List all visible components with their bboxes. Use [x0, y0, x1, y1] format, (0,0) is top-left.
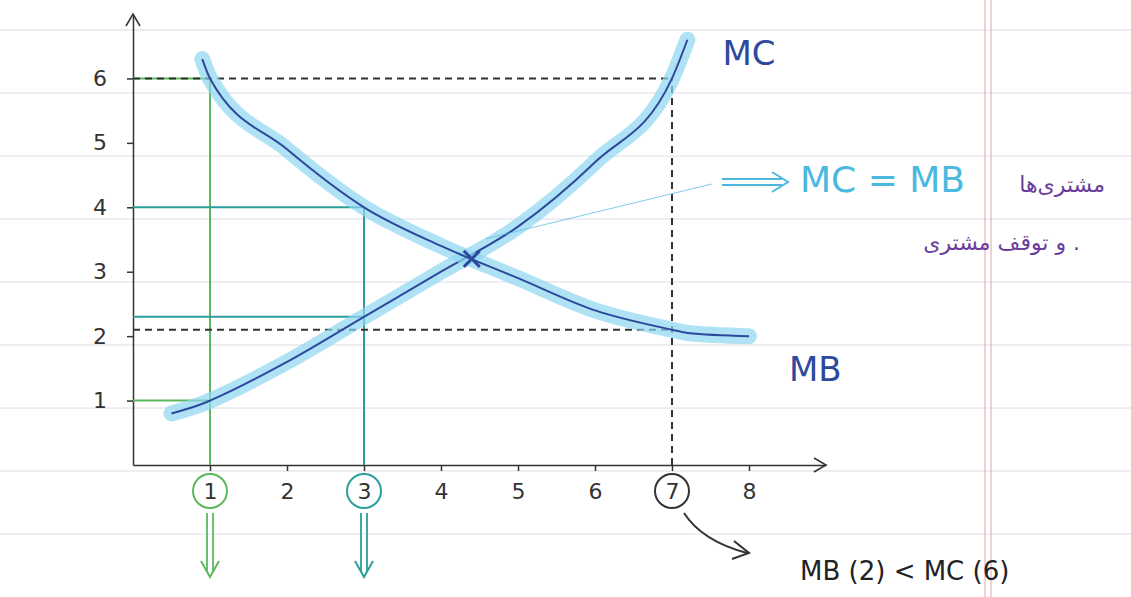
curve-highlight — [172, 40, 688, 414]
arrow — [206, 513, 208, 571]
ruled-line — [0, 534, 1131, 535]
x-tick-mark — [441, 465, 443, 471]
series-label: MC — [722, 33, 775, 73]
annotation: و توقف مشتری . — [923, 230, 1080, 255]
x-tick-mark — [595, 465, 597, 471]
y-tick-mark — [127, 143, 133, 145]
x-tick: 2 — [281, 465, 295, 504]
y-tick-label: 5 — [93, 130, 107, 155]
ruled-line — [0, 471, 1131, 472]
y-tick: 6 — [93, 66, 133, 91]
x-tick: 6 — [589, 465, 603, 504]
y-tick: 4 — [93, 195, 133, 220]
guide-horizontal — [133, 329, 672, 331]
annotation: مشتری‌ها — [1019, 172, 1105, 197]
y-tick-mark — [127, 78, 133, 80]
ruled-line — [0, 345, 1131, 346]
ruled-line — [0, 93, 1131, 94]
x-tick-mark — [749, 465, 751, 471]
x-axis-line — [134, 465, 827, 467]
arrow — [212, 513, 214, 571]
double-arrow — [722, 184, 782, 186]
y-tick-label: 2 — [93, 324, 107, 349]
x-tick-mark — [364, 465, 366, 471]
pointer-line — [486, 184, 712, 239]
x-tick-label: 3 — [358, 479, 372, 504]
x-tick-mark — [672, 465, 674, 471]
tick-circle — [655, 474, 689, 508]
y-tick: 1 — [93, 388, 133, 413]
series-label: MB — [789, 349, 842, 389]
y-tick-label: 1 — [93, 388, 107, 413]
x-tick: 1 — [204, 465, 218, 504]
y-tick-label: 6 — [93, 66, 107, 91]
intersection-mark — [464, 251, 480, 267]
x-tick-mark — [210, 465, 212, 471]
y-tick-mark — [127, 271, 133, 273]
arrow — [366, 513, 368, 571]
x-tick: 4 — [435, 465, 449, 504]
y-tick: 5 — [93, 130, 133, 155]
x-tick-label: 8 — [743, 479, 757, 504]
y-tick-label: 4 — [93, 195, 107, 220]
arrow-head — [732, 541, 749, 559]
margin-line — [991, 0, 992, 597]
curve-mc — [172, 40, 688, 414]
paper — [0, 0, 1131, 597]
arrow-head — [201, 561, 219, 577]
x-tick: 3 — [358, 465, 372, 504]
tick-circle — [193, 474, 227, 508]
x-tick: 8 — [743, 465, 757, 504]
y-tick-mark — [127, 336, 133, 338]
x-tick: 5 — [512, 465, 526, 504]
x-axis-arrow — [814, 458, 826, 472]
x-tick: 7 — [666, 465, 680, 504]
guide-horizontal — [133, 206, 364, 208]
x-tick-mark — [287, 465, 289, 471]
annotation: MB (2) < MC (6) — [800, 556, 1009, 586]
arrow — [360, 513, 362, 571]
guide-vertical — [363, 207, 365, 465]
y-tick: 2 — [93, 324, 133, 349]
tick-circle — [347, 474, 381, 508]
y-tick-mark — [127, 207, 133, 209]
guide-horizontal — [133, 316, 364, 318]
y-tick-label: 3 — [93, 259, 107, 284]
x-tick-label: 4 — [435, 479, 449, 504]
y-axis: 1 2 3 4 5 6 — [93, 15, 134, 466]
x-tick-label: 1 — [204, 479, 218, 504]
x-tick-label: 7 — [666, 479, 680, 504]
annotation: MC = MB — [800, 159, 965, 200]
x-tick-mark — [518, 465, 520, 471]
double-arrow — [722, 178, 782, 180]
guide-vertical — [671, 78, 673, 465]
arrow — [684, 513, 747, 553]
ruled-line — [0, 30, 1131, 31]
ruled-line — [0, 156, 1131, 157]
x-axis: 1 2 3 4 5 6 7 8 — [134, 465, 827, 504]
double-arrow-head — [772, 172, 788, 192]
x-tick-label: 5 — [512, 479, 526, 504]
y-axis-line — [133, 15, 135, 466]
ruled-line — [0, 282, 1131, 283]
y-tick: 3 — [93, 259, 133, 284]
x-tick-label: 6 — [589, 479, 603, 504]
y-tick-mark — [127, 400, 133, 402]
plot-area — [133, 40, 749, 465]
chart: 1 2 3 4 5 6 7 8 1 2 3 4 5 6 MC MB MC = MB مشتری‌ها و توقف … — [0, 0, 1131, 597]
margin-line — [985, 0, 986, 597]
x-tick-label: 2 — [281, 479, 295, 504]
curve-mb — [202, 59, 749, 336]
arrow-head — [355, 561, 373, 577]
y-axis-arrow — [126, 14, 140, 26]
curve-highlight — [202, 59, 749, 336]
intersection-mark — [464, 251, 480, 267]
